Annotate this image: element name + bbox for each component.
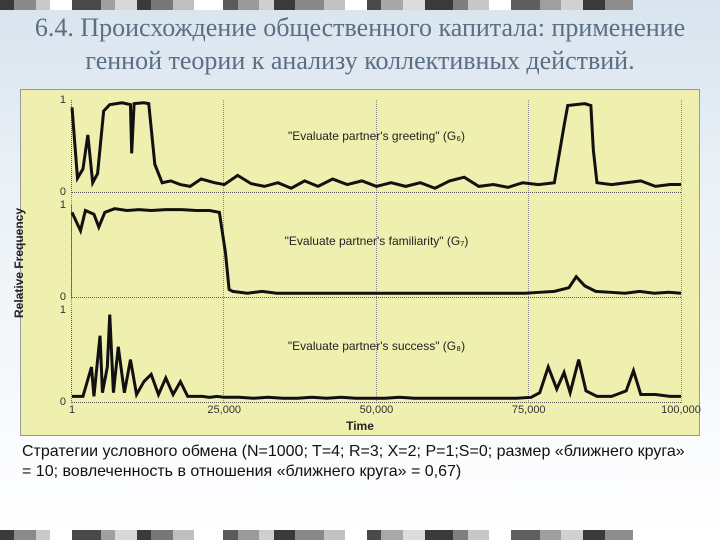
x-tick-label: 100,000 [661, 402, 701, 416]
x-tick-label: 25,000 [207, 402, 241, 416]
stripe-bottom [0, 530, 720, 540]
chart-panel: 01"Evaluate partner's greeting" (G₆) [71, 100, 681, 193]
slide: 6.4. Происхождение общественного капитал… [0, 0, 720, 540]
gridline [681, 100, 682, 403]
chart-y-axis-label: Relative Frequency [12, 207, 26, 317]
x-tick-label: 75,000 [512, 402, 546, 416]
stripe-top [0, 0, 720, 10]
y-tick-label: 1 [60, 94, 72, 106]
x-tick-label: 50,000 [360, 402, 394, 416]
y-tick-label: 1 [60, 304, 72, 316]
chart-panel: 01"Evaluate partner's familiarity" (G₇) [71, 205, 681, 298]
chart-caption: Стратегии условного обмена (N=1000; T=4;… [22, 442, 698, 482]
y-tick-label: 1 [60, 199, 72, 211]
chart-x-axis-label: Time [346, 419, 374, 433]
x-tick-label: 1 [69, 402, 75, 416]
chart-container: Relative Frequency Time 01"Evaluate part… [20, 89, 700, 436]
plot-area: 01"Evaluate partner's greeting" (G₆) 01"E… [71, 100, 681, 403]
y-tick-label: 0 [60, 291, 72, 303]
y-tick-label: 0 [60, 186, 72, 198]
slide-title: 6.4. Происхождение общественного капитал… [0, 0, 720, 83]
chart-panel: 01"Evaluate partner's success" (G₈)125,0… [71, 310, 681, 403]
